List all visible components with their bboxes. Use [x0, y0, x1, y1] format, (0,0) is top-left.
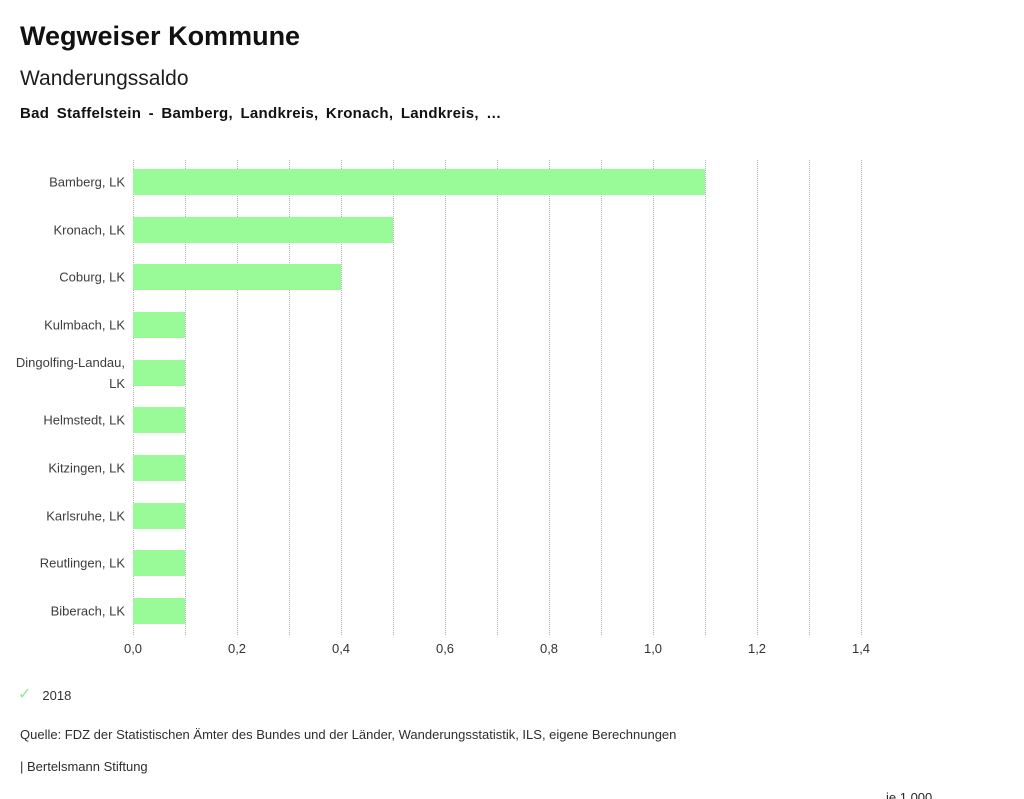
- gridline: [653, 160, 654, 635]
- bar: [133, 359, 185, 386]
- x-tick-label: 1,0: [643, 641, 663, 656]
- gridline: [289, 160, 290, 635]
- bar-row: Kronach, LK: [0, 206, 1024, 254]
- x-tick-label: 0,0: [123, 641, 143, 656]
- x-tick-label: 0,2: [227, 641, 247, 656]
- chart-rows: Bamberg, LK Kronach, LK Coburg, LK Kulmbach…: [0, 158, 1024, 635]
- plot-area: 0,0 0,2 0,4 0,6 0,8 1,0 1,2 1,4: [124, 158, 870, 656]
- bar: [133, 311, 185, 338]
- chart-selection-subtitle: Bad Staffelstein - Bamberg, Landkreis, K…: [20, 105, 502, 122]
- category-label: Coburg, LK: [59, 269, 125, 285]
- bar-row: Coburg, LK: [0, 253, 1024, 301]
- x-tick-label: 0,4: [331, 641, 351, 656]
- bar-chart: 0,0 0,2 0,4 0,6 0,8 1,0 1,2 1,4 Bamberg, LK Kron…: [0, 158, 1024, 799]
- gridline: [497, 160, 498, 635]
- category-label: Helmstedt, LK: [43, 412, 125, 428]
- bar-row: Karlsruhe, LK: [0, 492, 1024, 540]
- bar-row: Dingolfing-Landau, LK: [0, 349, 1024, 397]
- axis-unit-label: je 1.000 Einwohner:innen: [886, 790, 933, 799]
- chart-title: Wanderungssaldo: [20, 67, 189, 90]
- legend-item-2018[interactable]: ✓ 2018: [18, 686, 71, 704]
- check-icon: ✓: [18, 686, 32, 703]
- gridline: [445, 160, 446, 635]
- category-label: Kulmbach, LK: [44, 317, 125, 333]
- category-label: Kitzingen, LK: [48, 460, 125, 476]
- gridline: [601, 160, 602, 635]
- category-label: Reutlingen, LK: [39, 555, 125, 571]
- bar-row: Bamberg, LK: [0, 158, 1024, 206]
- bar-row: Helmstedt, LK: [0, 397, 1024, 445]
- gridline: [393, 160, 394, 635]
- bar: [133, 502, 185, 529]
- bar: [133, 455, 185, 482]
- bar: [133, 407, 185, 434]
- gridline: [237, 160, 238, 635]
- gridline: [341, 160, 342, 635]
- category-label: Dingolfing-Landau, LK: [15, 354, 125, 391]
- x-tick-label: 1,4: [851, 641, 871, 656]
- bar-row: Kulmbach, LK: [0, 301, 1024, 349]
- gridline: [757, 160, 758, 635]
- x-tick-label: 1,2: [747, 641, 767, 656]
- bar: [133, 216, 393, 243]
- bar: [133, 264, 341, 291]
- category-label: Biberach, LK: [50, 603, 125, 619]
- page-title: Wegweiser Kommune: [20, 21, 301, 51]
- category-label: Kronach, LK: [53, 222, 125, 238]
- category-label: Karlsruhe, LK: [46, 508, 125, 524]
- gridline: [861, 160, 862, 635]
- source-text: Quelle: FDZ der Statistischen Ämter des …: [20, 727, 677, 742]
- gridline: [133, 160, 134, 635]
- bar-row: Biberach, LK: [0, 587, 1024, 635]
- gridline: [705, 160, 706, 635]
- bar: [133, 550, 185, 577]
- gridline: [549, 160, 550, 635]
- attribution-text: | Bertelsmann Stiftung: [20, 759, 148, 774]
- bar-row: Reutlingen, LK: [0, 540, 1024, 588]
- gridline: [809, 160, 810, 635]
- legend-year-label: 2018: [42, 687, 72, 703]
- bar: [133, 168, 705, 195]
- bar-row: Kitzingen, LK: [0, 444, 1024, 492]
- x-tick-label: 0,6: [435, 641, 455, 656]
- x-tick-label: 0,8: [539, 641, 559, 656]
- bar: [133, 598, 185, 625]
- category-label: Bamberg, LK: [49, 174, 125, 190]
- gridline: [185, 160, 186, 635]
